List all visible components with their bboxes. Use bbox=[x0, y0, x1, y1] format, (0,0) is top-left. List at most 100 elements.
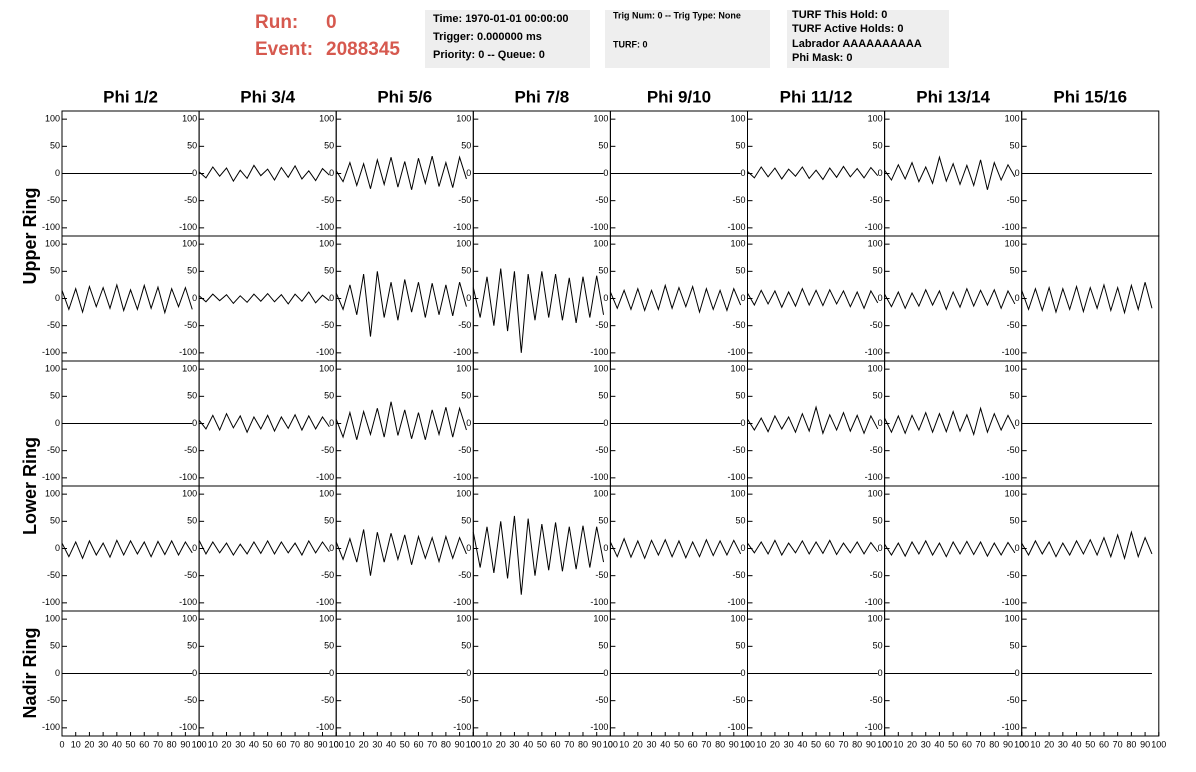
y-tick-label: 0 bbox=[55, 293, 60, 303]
panel-frame bbox=[884, 360, 1023, 487]
y-tick-label: -100 bbox=[316, 597, 334, 607]
x-tick-label: 100 bbox=[1014, 739, 1029, 749]
y-tick-label: 100 bbox=[319, 239, 334, 249]
y-tick-label: -50 bbox=[47, 570, 60, 580]
y-tick-label: 50 bbox=[735, 141, 745, 151]
y-tick-label: -100 bbox=[727, 347, 745, 357]
info-text: Labrador AAAAAAAAAA bbox=[792, 38, 922, 50]
y-tick-label: -100 bbox=[1002, 347, 1020, 357]
y-tick-label: 0 bbox=[878, 293, 883, 303]
waveform bbox=[609, 537, 742, 560]
x-tick-label: 40 bbox=[797, 739, 807, 749]
y-tick-label: 50 bbox=[598, 516, 608, 526]
y-tick-label: 100 bbox=[593, 114, 608, 124]
x-tick-label: 50 bbox=[263, 739, 273, 749]
x-tick-label: 70 bbox=[701, 739, 711, 749]
y-tick-label: 0 bbox=[740, 168, 745, 178]
x-tick-label: 20 bbox=[222, 739, 232, 749]
x-tick-label: 10 bbox=[756, 739, 766, 749]
y-tick-label: -100 bbox=[316, 222, 334, 232]
y-tick-label: 50 bbox=[735, 641, 745, 651]
y-tick-label: 0 bbox=[740, 293, 745, 303]
x-tick-label: 100 bbox=[603, 739, 618, 749]
info-box bbox=[605, 10, 770, 68]
y-tick-label: -50 bbox=[732, 695, 745, 705]
y-tick-label: 0 bbox=[603, 668, 608, 678]
y-tick-label: 50 bbox=[50, 641, 60, 651]
waveform bbox=[747, 539, 879, 557]
event-number: 2088345 bbox=[326, 39, 400, 60]
x-tick-label: 80 bbox=[1126, 739, 1136, 749]
y-tick-label: 100 bbox=[45, 239, 60, 249]
x-tick-label: 40 bbox=[112, 739, 122, 749]
y-tick-label: -50 bbox=[458, 570, 471, 580]
x-tick-label: 80 bbox=[989, 739, 999, 749]
y-tick-label: 0 bbox=[1015, 168, 1020, 178]
x-tick-label: 40 bbox=[934, 739, 944, 749]
x-tick-label: 90 bbox=[592, 739, 602, 749]
y-tick-label: -50 bbox=[732, 320, 745, 330]
panel-frame bbox=[198, 110, 337, 237]
panel-frame bbox=[198, 485, 337, 612]
y-tick-label: 50 bbox=[461, 641, 471, 651]
waveform bbox=[335, 529, 467, 576]
y-tick-label: -50 bbox=[1007, 320, 1020, 330]
y-tick-label: -100 bbox=[453, 347, 471, 357]
y-tick-label: 100 bbox=[45, 114, 60, 124]
x-tick-label: 80 bbox=[441, 739, 451, 749]
y-tick-label: 100 bbox=[319, 114, 334, 124]
y-tick-label: -50 bbox=[595, 695, 608, 705]
y-tick-label: 0 bbox=[329, 668, 334, 678]
y-tick-label: -50 bbox=[870, 320, 883, 330]
column-header: Phi 13/14 bbox=[916, 87, 990, 106]
x-tick-label: 0 bbox=[471, 739, 476, 749]
y-tick-label: -50 bbox=[321, 445, 334, 455]
y-tick-label: 50 bbox=[461, 266, 471, 276]
y-tick-label: -100 bbox=[727, 222, 745, 232]
x-tick-label: 0 bbox=[882, 739, 887, 749]
x-tick-label: 40 bbox=[660, 739, 670, 749]
y-tick-label: 0 bbox=[55, 543, 60, 553]
column-header: Phi 11/12 bbox=[780, 87, 853, 106]
y-tick-label: 0 bbox=[466, 293, 471, 303]
x-tick-label: 10 bbox=[619, 739, 629, 749]
info-text: TURF Active Holds: 0 bbox=[792, 23, 903, 35]
y-tick-label: 0 bbox=[55, 418, 60, 428]
x-tick-label: 10 bbox=[482, 739, 492, 749]
y-tick-label: -50 bbox=[184, 570, 197, 580]
y-tick-label: 100 bbox=[730, 614, 745, 624]
column-header: Phi 5/6 bbox=[377, 87, 432, 106]
y-tick-label: -50 bbox=[595, 320, 608, 330]
y-tick-label: -50 bbox=[458, 320, 471, 330]
y-tick-label: 0 bbox=[1015, 668, 1020, 678]
y-tick-label: 100 bbox=[182, 239, 197, 249]
y-tick-label: -50 bbox=[458, 445, 471, 455]
y-tick-label: -100 bbox=[590, 222, 608, 232]
y-tick-label: 100 bbox=[319, 364, 334, 374]
waveform bbox=[335, 155, 467, 190]
y-tick-label: -100 bbox=[42, 722, 60, 732]
x-tick-label: 10 bbox=[208, 739, 218, 749]
y-tick-label: 100 bbox=[182, 114, 197, 124]
y-tick-label: 100 bbox=[182, 614, 197, 624]
x-tick-label: 30 bbox=[372, 739, 382, 749]
y-tick-label: -100 bbox=[1002, 222, 1020, 232]
x-tick-label: 100 bbox=[740, 739, 755, 749]
y-tick-label: 0 bbox=[1015, 293, 1020, 303]
x-tick-label: 60 bbox=[413, 739, 423, 749]
y-tick-label: -50 bbox=[47, 195, 60, 205]
waveform bbox=[198, 412, 330, 434]
y-tick-label: 100 bbox=[456, 114, 471, 124]
y-tick-label: -100 bbox=[316, 722, 334, 732]
x-tick-label: 60 bbox=[962, 739, 972, 749]
y-tick-label: 0 bbox=[192, 293, 197, 303]
y-tick-label: 100 bbox=[319, 614, 334, 624]
y-tick-label: 50 bbox=[324, 391, 334, 401]
y-tick-label: 50 bbox=[735, 516, 745, 526]
y-tick-label: -100 bbox=[865, 597, 883, 607]
ring-label: Nadir Ring bbox=[20, 627, 40, 718]
column-header: Phi 7/8 bbox=[514, 87, 569, 106]
y-tick-label: 50 bbox=[1010, 641, 1020, 651]
panel-frame bbox=[472, 485, 611, 612]
